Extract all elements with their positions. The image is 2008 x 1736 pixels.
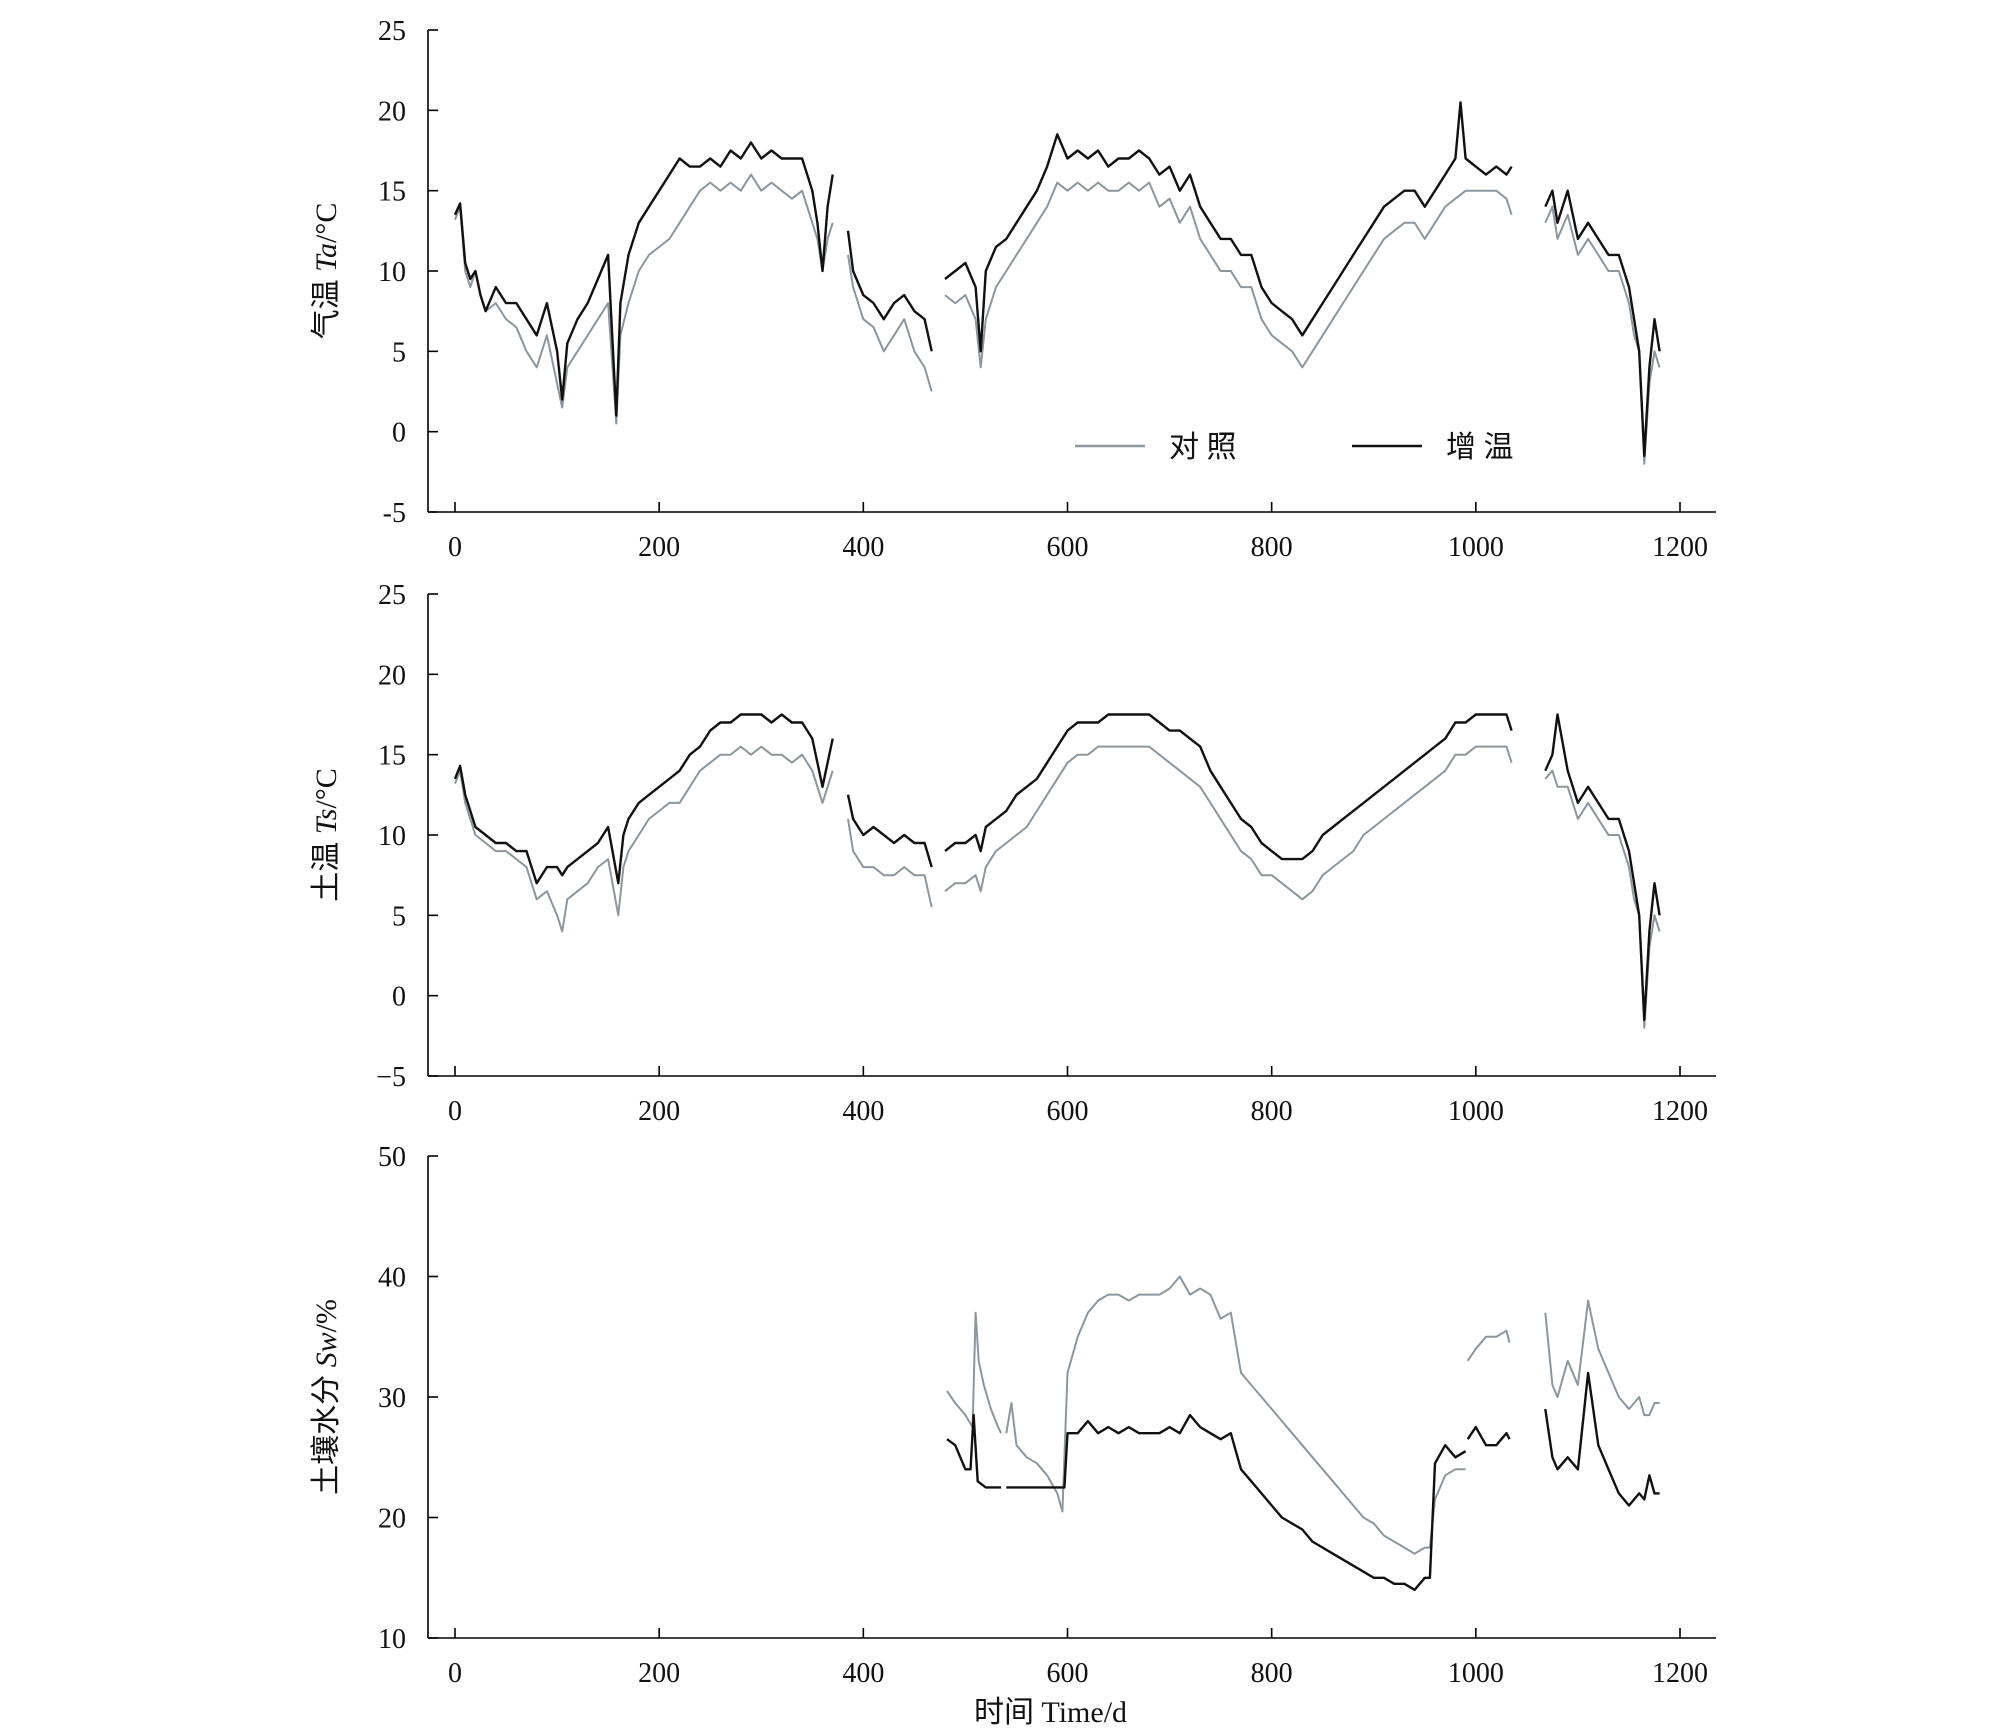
- x-tick-label: 1200: [1652, 1658, 1708, 1689]
- y-tick-label: 15: [378, 177, 406, 208]
- y-tick-label: 25: [378, 16, 406, 47]
- x-tick-label: 0: [448, 1096, 462, 1127]
- y-tick-label: 50: [378, 1142, 406, 1173]
- y-tick-label: 10: [378, 1624, 406, 1655]
- chart-panel-1: -5 0 5 10 15 20 25 0 200 400 600 800 1000 1200 气温 Ta/°…: [310, 16, 1716, 563]
- y-tick-label: 0: [392, 418, 406, 449]
- y-tick-label: 20: [378, 660, 406, 691]
- series-line: [946, 1413, 1002, 1489]
- x-tick-label: 400: [842, 532, 884, 563]
- series-line: [1466, 1329, 1511, 1362]
- x-tick-label: 400: [842, 1096, 884, 1127]
- y-tick-label: -5: [383, 498, 406, 529]
- series-line: [454, 745, 834, 933]
- series-line: [1466, 1425, 1511, 1447]
- x-tick-label: 1200: [1652, 532, 1708, 563]
- x-tick-label: 200: [638, 532, 680, 563]
- x-tick-label: 800: [1251, 1658, 1293, 1689]
- y-tick-label: 10: [378, 821, 406, 852]
- x-tick-label: 0: [448, 532, 462, 563]
- series-warming: [453, 101, 1661, 457]
- series-control: [946, 1275, 1660, 1555]
- x-tick-label: 800: [1251, 532, 1293, 563]
- legend: 对 照增 温: [1075, 431, 1514, 464]
- x-tick-label: 800: [1251, 1096, 1293, 1127]
- y-tick-label: 20: [378, 1504, 406, 1535]
- y-tick-label: 10: [378, 257, 406, 288]
- series-line: [847, 818, 933, 908]
- series-line: [1544, 189, 1661, 457]
- series-control: [454, 173, 1661, 465]
- series-line: [1006, 1413, 1467, 1591]
- x-tick-label: 200: [638, 1096, 680, 1127]
- x-tick-label: 600: [1047, 1658, 1089, 1689]
- x-tick-label: 200: [638, 1658, 680, 1689]
- series-line: [946, 1311, 1002, 1434]
- x-tick-label: 600: [1047, 1096, 1089, 1127]
- chart-panel-3: 10 20 30 40 50 0 200 400 600 800 1000 1200 土壤水分 Sw/%…: [310, 1142, 1716, 1729]
- series-line: [846, 794, 933, 868]
- series-line: [1544, 713, 1661, 1021]
- y-tick-label: 20: [378, 96, 406, 127]
- y-tick-label: −5: [376, 1062, 406, 1093]
- series-warming: [453, 713, 1661, 1021]
- y-tick-label: 5: [392, 901, 406, 932]
- y-axis-title: 土温 Ts/°C: [310, 768, 343, 901]
- series-line: [944, 713, 1513, 861]
- series-line: [944, 745, 1513, 901]
- y-tick-label: 15: [378, 741, 406, 772]
- y-tick-label: 5: [392, 337, 406, 368]
- series-line: [944, 101, 1513, 353]
- series-control: [454, 745, 1661, 1029]
- series-warming: [946, 1371, 1660, 1591]
- chart-panel-2: −5 0 5 10 15 20 25 0 200 400 600 800 1000 1200 土温 Ts/°…: [310, 580, 1716, 1127]
- x-tick-label: 0: [448, 1658, 462, 1689]
- x-tick-label: 1200: [1652, 1096, 1708, 1127]
- series-line: [1005, 1275, 1466, 1555]
- y-tick-label: 25: [378, 580, 406, 611]
- x-tick-label: 1000: [1448, 1096, 1504, 1127]
- series-line: [453, 713, 834, 885]
- x-tick-label: 400: [842, 1658, 884, 1689]
- y-axis-title: 土壤水分 Sw/%: [310, 1299, 343, 1495]
- y-tick-label: 0: [392, 982, 406, 1013]
- series-line: [944, 181, 1513, 369]
- x-axis-title: 时间 Time/d: [974, 1696, 1127, 1729]
- x-tick-label: 1000: [1448, 1658, 1504, 1689]
- y-tick-label: 30: [378, 1383, 406, 1414]
- series-line: [454, 173, 834, 425]
- legend-label: 增 温: [1446, 431, 1514, 464]
- series-line: [846, 230, 933, 352]
- legend-label: 对 照: [1169, 431, 1237, 464]
- x-tick-label: 600: [1047, 532, 1089, 563]
- y-axis-title: 气温 Ta/°C: [310, 203, 343, 340]
- series-line: [847, 254, 933, 392]
- y-tick-label: 40: [378, 1263, 406, 1294]
- x-tick-label: 1000: [1448, 532, 1504, 563]
- series-line: [1544, 1371, 1660, 1507]
- series-line: [453, 141, 834, 417]
- series-line: [1544, 1299, 1660, 1417]
